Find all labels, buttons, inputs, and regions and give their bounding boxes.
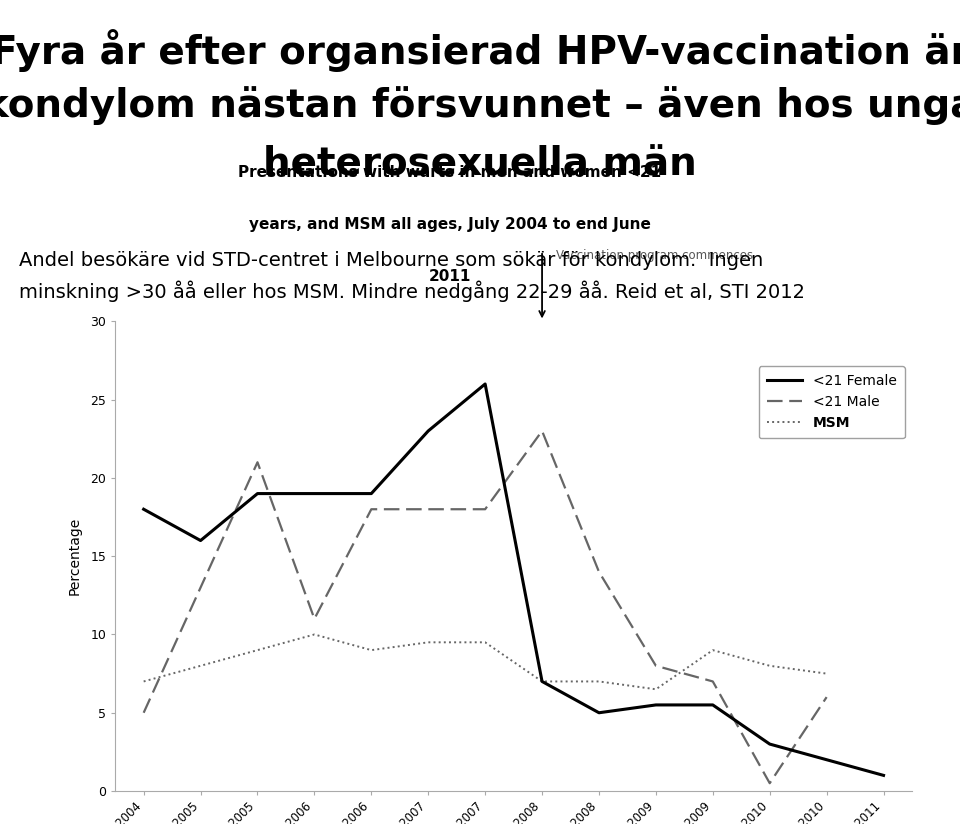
- Text: minskning >30 åå eller hos MSM. Mindre nedgång 22-29 åå. Reid et al, STI 2012: minskning >30 åå eller hos MSM. Mindre n…: [19, 280, 805, 302]
- Text: heterosexuella män: heterosexuella män: [263, 146, 697, 184]
- Text: 2011: 2011: [429, 269, 471, 283]
- Text: Andel besökäre vid STD-centret i Melbourne som sökär för kondylom.  Ingen: Andel besökäre vid STD-centret i Melbour…: [19, 251, 763, 270]
- Text: Vaccination program commences: Vaccination program commences: [556, 249, 754, 262]
- Legend: <21 Female, <21 Male, MSM: <21 Female, <21 Male, MSM: [758, 366, 905, 438]
- Text: years, and MSM all ages, July 2004 to end June: years, and MSM all ages, July 2004 to en…: [249, 217, 651, 232]
- Y-axis label: Percentage: Percentage: [68, 517, 82, 595]
- Text: kondylom nästan försvunnet – även hos unga: kondylom nästan försvunnet – även hos un…: [0, 87, 960, 125]
- Text: Presentations with warts in men and women <21: Presentations with warts in men and wome…: [238, 166, 661, 180]
- Text: Fyra år efter organsierad HPV-vaccination är: Fyra år efter organsierad HPV-vaccinatio…: [0, 29, 960, 72]
